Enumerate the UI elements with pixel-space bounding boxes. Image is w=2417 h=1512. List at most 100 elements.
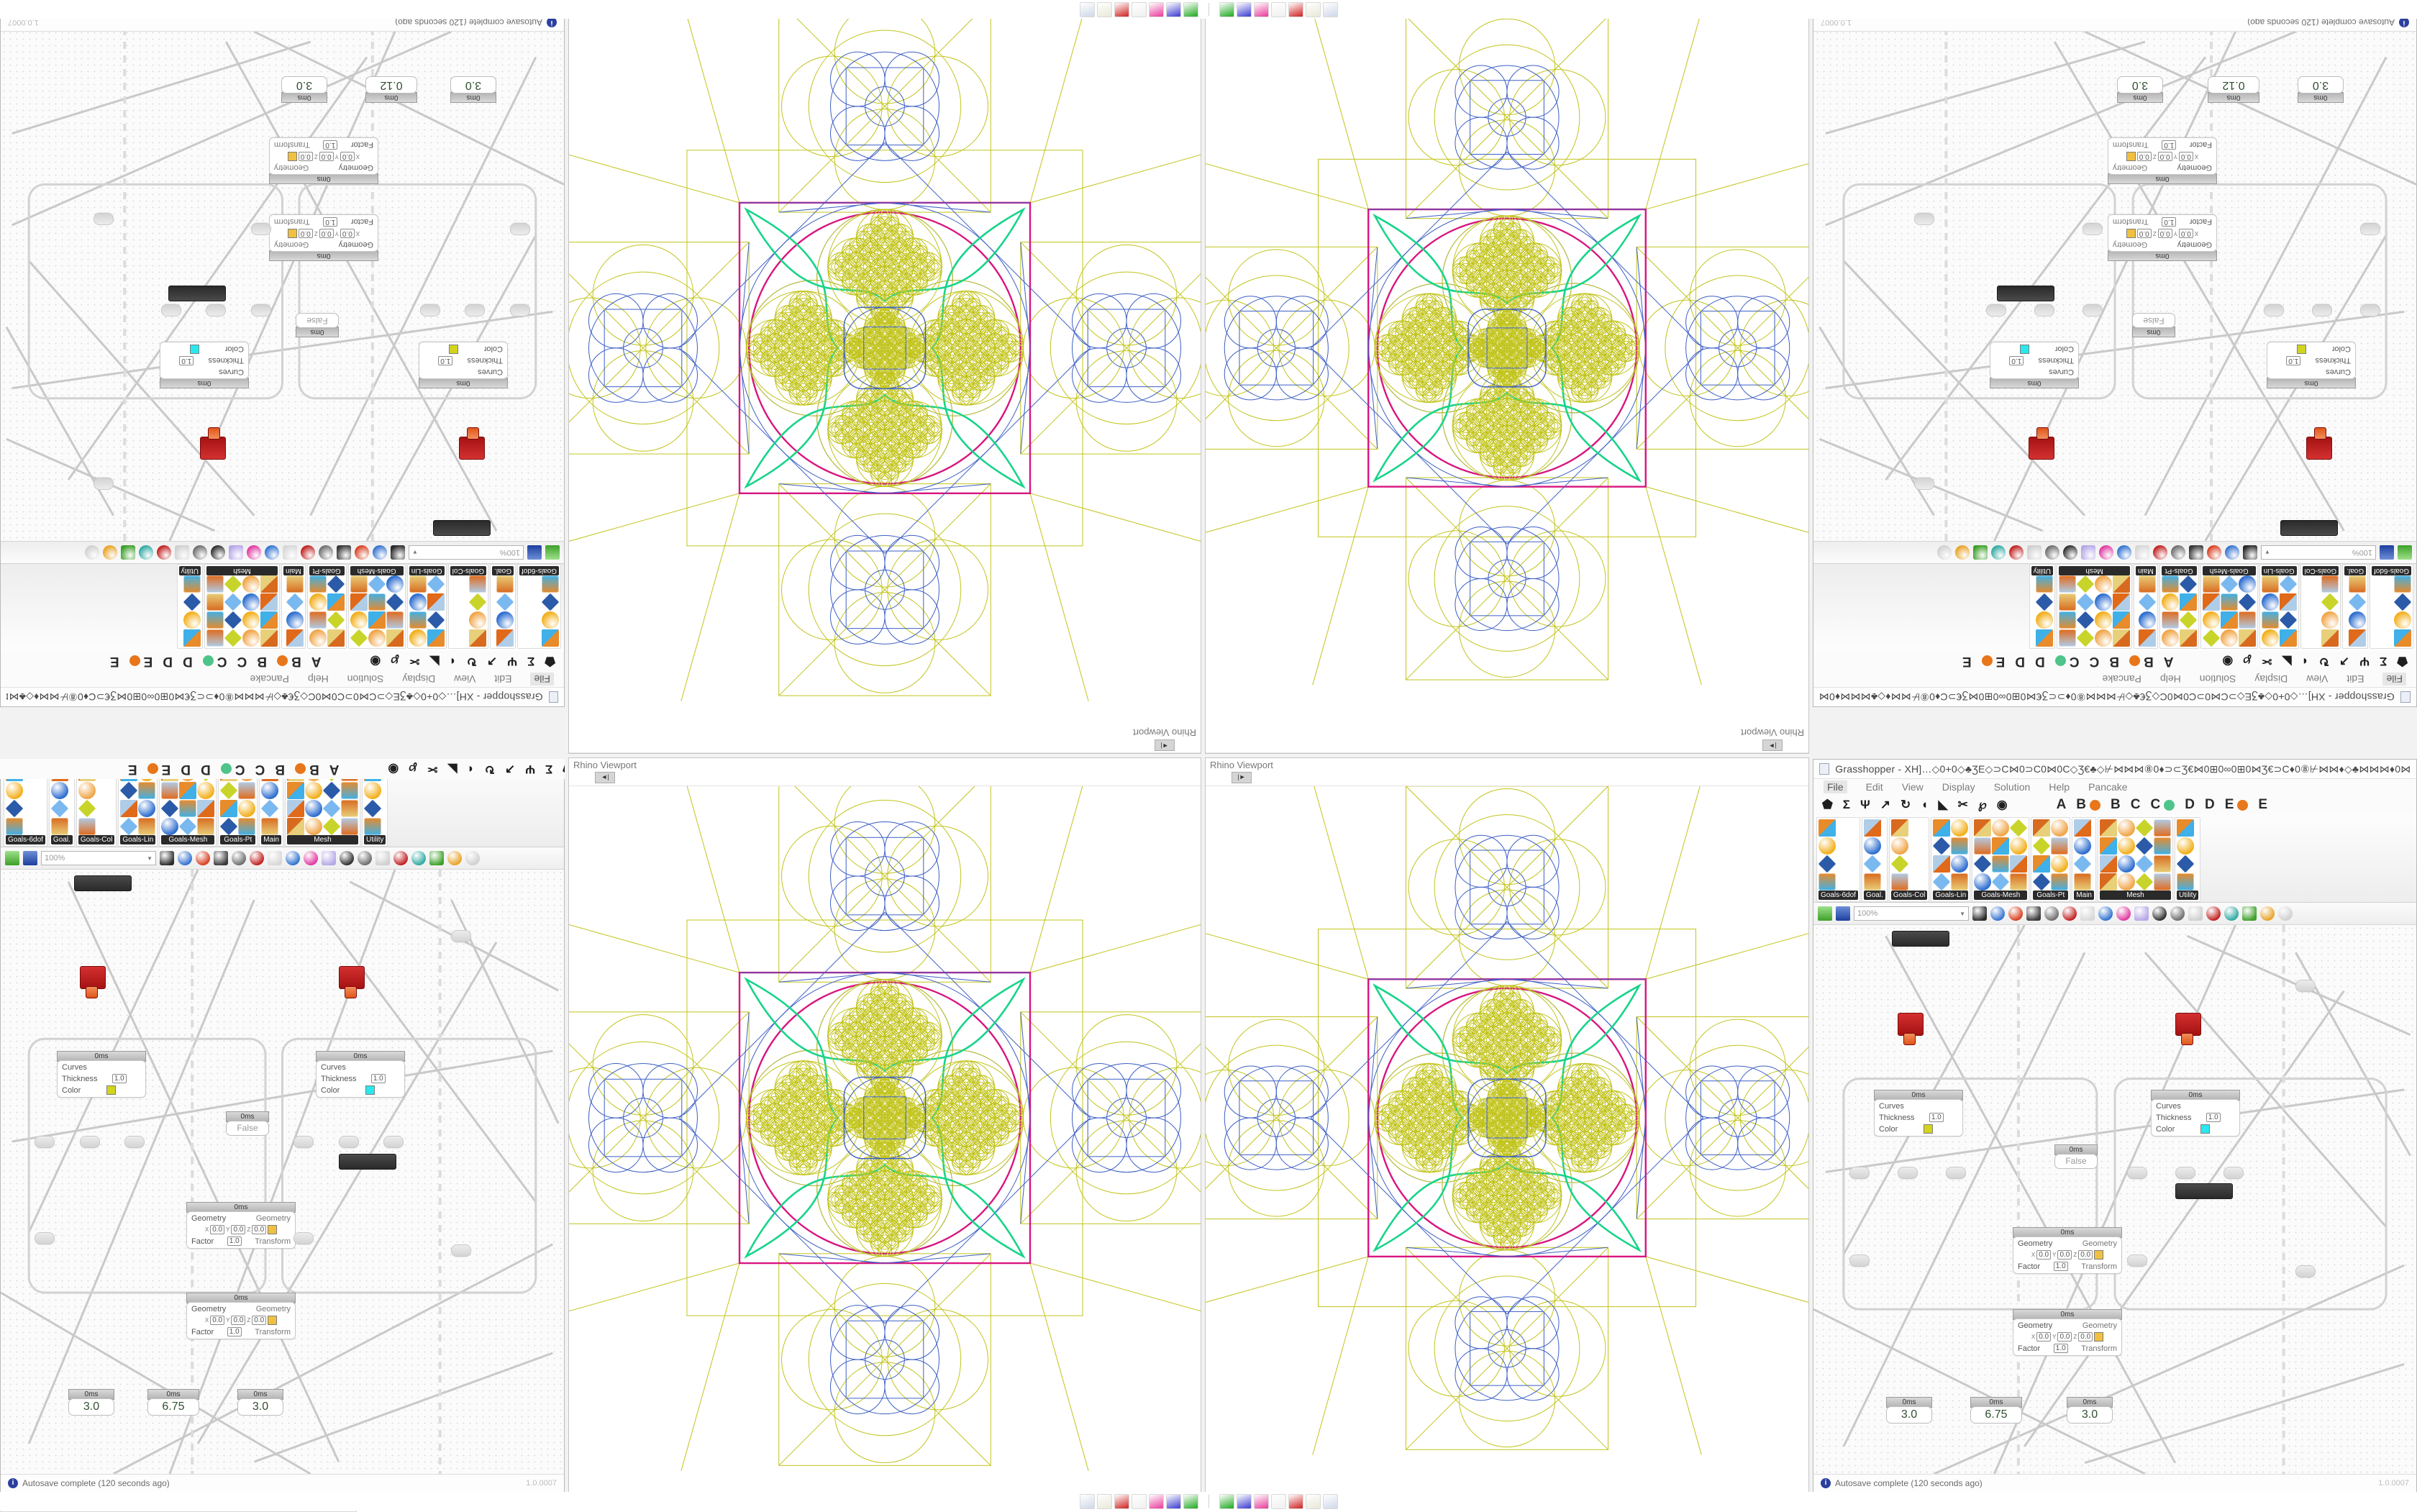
color-swatch[interactable] <box>288 152 297 161</box>
param-pill[interactable] <box>2175 1167 2195 1179</box>
component-param-row[interactable]: Curves <box>2272 368 2351 376</box>
gh-tab-symbol-icon[interactable]: ◖ <box>1921 798 1928 812</box>
open-file-icon[interactable] <box>1818 906 1832 921</box>
ribbon-group[interactable]: Main <box>281 564 306 649</box>
taskbar-top[interactable] <box>0 0 2417 19</box>
ribbon-component-icon[interactable] <box>1992 873 2009 891</box>
ribbon-component-icon[interactable] <box>161 782 178 799</box>
param-pill[interactable] <box>383 1136 404 1148</box>
ribbon-component-icon[interactable] <box>183 593 201 611</box>
ribbon-group[interactable]: Goals-Lin <box>2259 564 2299 649</box>
floppy-icon[interactable] <box>1166 2 1181 17</box>
ribbon-component-icon[interactable] <box>78 782 96 799</box>
number-slider[interactable]: 6.75 <box>147 1398 199 1416</box>
ribbon-component-icon[interactable] <box>224 575 242 593</box>
panel-component[interactable] <box>168 286 226 301</box>
param-pill[interactable] <box>2083 304 2103 316</box>
ribbon-component-icon[interactable] <box>327 611 344 629</box>
document-icon[interactable] <box>2080 906 2095 921</box>
panel-component[interactable] <box>339 1154 396 1170</box>
ribbon-component-icon[interactable] <box>1891 819 1908 837</box>
ribbon-group[interactable]: Main <box>2134 564 2158 649</box>
ribbon-group[interactable]: Goals-6dof <box>517 564 561 649</box>
ribbon-component-icon[interactable] <box>542 575 559 593</box>
menu-pancake-tr[interactable]: Pancake <box>2102 673 2141 685</box>
param-pill[interactable] <box>510 304 530 316</box>
ribbon-component-icon[interactable] <box>305 818 322 835</box>
number-slider[interactable]: 3.0 <box>2117 76 2163 94</box>
param-value-box[interactable]: 1.0 <box>112 1074 127 1083</box>
ribbon-component-icon[interactable] <box>1974 819 1991 837</box>
param-value-box[interactable]: 1.0 <box>179 356 194 365</box>
gh-category-tab[interactable]: D <box>2205 797 2215 813</box>
param-pill[interactable] <box>2127 1167 2147 1179</box>
ribbon-component-icon[interactable] <box>542 593 559 611</box>
ribbon-component-icon[interactable] <box>1951 837 1968 855</box>
param-pill[interactable] <box>2223 1167 2244 1179</box>
ribbon-component-icon[interactable] <box>2177 819 2194 837</box>
cluster-icon[interactable] <box>232 851 246 865</box>
gh-tab-symbol-icon[interactable]: ✂ <box>409 654 419 668</box>
ribbon-component-icon[interactable] <box>138 818 155 835</box>
gh-tab-symbol-icon[interactable]: Ψ <box>1860 798 1870 812</box>
component-param-row[interactable]: Color <box>424 345 503 354</box>
param-pill[interactable] <box>124 1136 145 1148</box>
number-slider[interactable]: 0.12 <box>365 76 417 94</box>
zoom-level-select[interactable]: 100%▼ <box>41 851 156 865</box>
ribbon-component-icon[interactable] <box>2136 819 2153 837</box>
ribbon-component-icon[interactable] <box>2113 629 2130 647</box>
ribbon-component-icon[interactable] <box>409 575 427 593</box>
ribbon-component-icon[interactable] <box>1891 855 1908 873</box>
profiler-icon[interactable] <box>2026 906 2041 921</box>
flame-icon[interactable] <box>1149 1494 1164 1509</box>
gh-category-tab[interactable]: B <box>275 761 285 777</box>
ribbon-component-icon[interactable] <box>386 593 403 611</box>
zoom-level-select[interactable]: 100%▼ <box>409 545 524 560</box>
terminal-icon[interactable] <box>1219 2 1234 17</box>
ribbon-component-icon[interactable] <box>2221 629 2238 647</box>
preview-toggle-icon[interactable] <box>373 545 387 560</box>
number-slider[interactable]: 3.0 <box>450 76 496 94</box>
ribbon-component-icon[interactable] <box>1974 873 1991 891</box>
param-value-box[interactable]: 0.0 <box>299 152 313 161</box>
ribbon-component-icon[interactable] <box>1933 837 1950 855</box>
menu-display[interactable]: Display <box>402 673 435 685</box>
bake-icon[interactable] <box>2207 545 2221 560</box>
ribbon-component-icon[interactable] <box>2349 629 2366 647</box>
gh-category-tab[interactable]: A <box>2057 797 2067 813</box>
ribbon-component-icon[interactable] <box>386 575 404 593</box>
rhino-canvas-tl[interactable] <box>569 14 1201 725</box>
ribbon-group[interactable]: Goals-Pt <box>307 564 347 649</box>
ribbon-component-icon[interactable] <box>51 800 68 817</box>
profiler-icon[interactable] <box>214 851 228 865</box>
ribbon-component-icon[interactable] <box>2280 629 2297 647</box>
param-pill[interactable] <box>420 304 440 316</box>
ribbon-component-icon[interactable] <box>2095 575 2112 593</box>
param-pill[interactable] <box>451 930 471 942</box>
ribbon-component-icon[interactable] <box>323 800 340 817</box>
param-pill[interactable] <box>1898 1167 1918 1179</box>
param-value-box[interactable]: 0.0 <box>210 1316 224 1325</box>
param-pill[interactable] <box>339 1136 359 1148</box>
ribbon-component-icon[interactable] <box>2279 611 2296 629</box>
param-pill[interactable] <box>451 1244 471 1257</box>
document-icon[interactable] <box>268 851 282 865</box>
cluster-icon[interactable] <box>319 545 333 560</box>
ribbon-component-icon[interactable] <box>364 782 381 799</box>
ribbon-component-icon[interactable] <box>2100 873 2117 891</box>
ribbon-component-icon[interactable] <box>2203 593 2220 611</box>
ribbon-component-icon[interactable] <box>2059 593 2076 611</box>
ribbon-component-icon[interactable] <box>1992 819 2009 837</box>
